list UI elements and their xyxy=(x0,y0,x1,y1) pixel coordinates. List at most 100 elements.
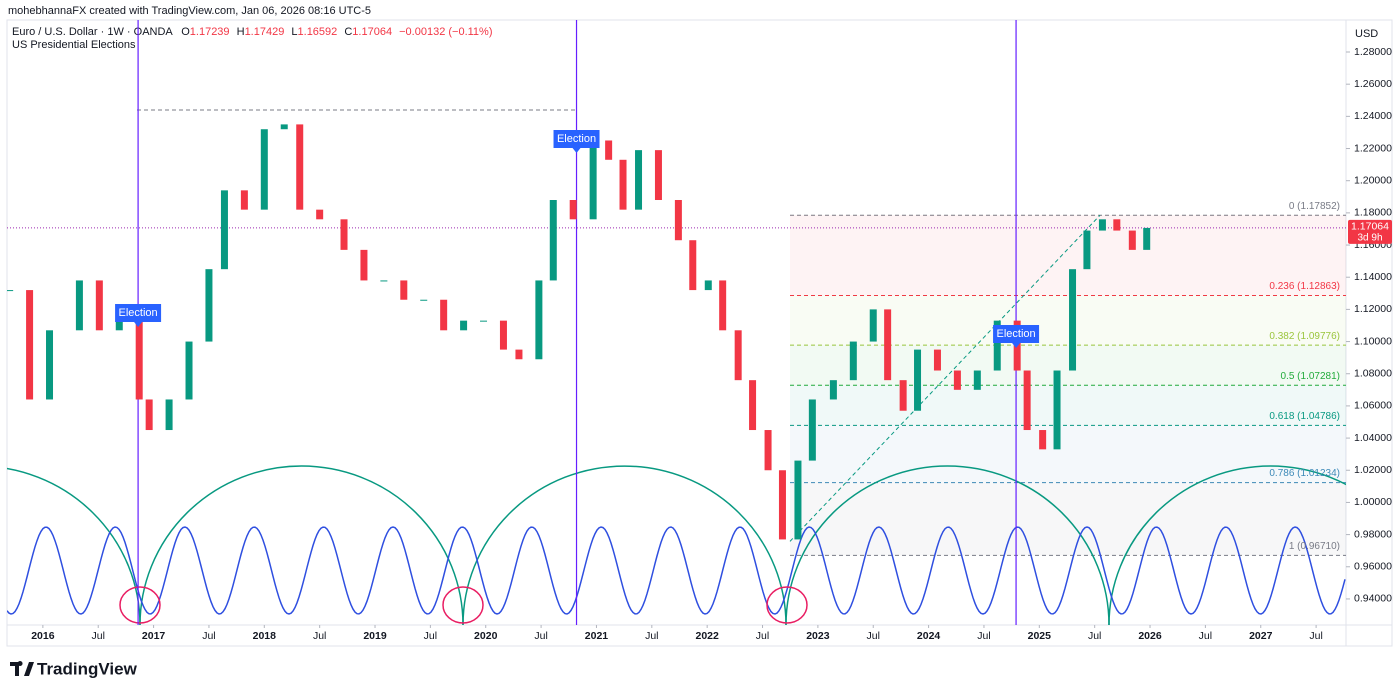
candle xyxy=(734,330,742,381)
fib-label: 0.618 (1.04786) xyxy=(1269,411,1340,422)
x-tick-label: Jul xyxy=(202,630,215,642)
candle xyxy=(380,280,388,282)
candle xyxy=(778,470,786,540)
candle xyxy=(849,341,857,381)
candle xyxy=(7,290,14,292)
candle xyxy=(749,380,757,431)
x-tick-label: Jul xyxy=(92,630,105,642)
candle xyxy=(674,200,682,241)
x-tick-label: 2016 xyxy=(31,630,55,642)
candle xyxy=(829,380,837,400)
candle xyxy=(316,209,324,220)
fib-band xyxy=(790,295,1346,346)
countdown: 3d 9h xyxy=(1357,233,1382,244)
candle xyxy=(340,219,348,250)
candle xyxy=(280,124,288,130)
y-tick-label: 1.14000 xyxy=(1354,271,1392,283)
x-tick-label: Jul xyxy=(756,630,769,642)
candle xyxy=(619,159,627,210)
ohlc-label: L xyxy=(291,26,297,38)
event-badge xyxy=(553,130,600,153)
candle xyxy=(764,430,772,471)
brand: TradingView xyxy=(37,659,138,678)
y-tick-label: 1.04000 xyxy=(1354,432,1392,444)
x-tick-label: Jul xyxy=(867,630,880,642)
candle xyxy=(1023,370,1031,431)
fib-trend xyxy=(789,214,1101,542)
candle xyxy=(1143,227,1151,250)
ohlc-value: 1.17239 xyxy=(190,26,230,38)
candle xyxy=(535,280,543,360)
cycle-arc xyxy=(7,467,141,625)
candle xyxy=(1113,219,1121,231)
x-tick-label: 2020 xyxy=(474,630,498,642)
ohlc-value: 1.17429 xyxy=(245,26,285,38)
y-tick-label: 1.24000 xyxy=(1354,110,1392,122)
y-tick-label: 1.26000 xyxy=(1354,78,1392,90)
y-tick-label: 1.12000 xyxy=(1354,303,1392,315)
candle xyxy=(420,299,428,301)
ohlc-label: C xyxy=(344,26,352,38)
fib-label: 0 (1.17852) xyxy=(1289,201,1340,212)
candle xyxy=(953,370,961,390)
x-tick-label: 2027 xyxy=(1249,630,1273,642)
candle xyxy=(360,249,368,281)
y-tick-label: 1.06000 xyxy=(1354,400,1392,412)
candle xyxy=(205,269,213,342)
candle xyxy=(914,349,922,411)
candle xyxy=(1098,219,1106,231)
x-tick-label: Jul xyxy=(977,630,990,642)
candle xyxy=(549,200,557,281)
cycle-arc xyxy=(785,465,1110,625)
candle xyxy=(26,290,34,400)
y-tick-label: 1.28000 xyxy=(1354,46,1392,58)
candle xyxy=(145,399,153,431)
candle xyxy=(993,320,1001,371)
symbol-header: Euro / U.S. Dollar · 1W · OANDA O1.17239… xyxy=(12,26,493,38)
ohlc-value: 1.16592 xyxy=(298,26,338,38)
plot-area xyxy=(7,20,1346,625)
candle xyxy=(689,240,697,291)
chart-frame xyxy=(6,19,1393,647)
x-tick-label: Jul xyxy=(1199,630,1212,642)
highlight-circle xyxy=(119,586,161,624)
candle xyxy=(973,370,981,390)
x-tick-label: 2021 xyxy=(585,630,609,642)
x-tick-label: 2017 xyxy=(142,630,166,642)
candle xyxy=(704,280,712,291)
candle xyxy=(654,150,662,201)
candle xyxy=(899,380,907,411)
footer-logo: TradingView xyxy=(10,659,138,678)
candle xyxy=(135,309,143,400)
x-tick-label: Jul xyxy=(313,630,326,642)
x-tick-label: 2026 xyxy=(1138,630,1162,642)
fib-band xyxy=(790,385,1346,426)
x-tick-label: 2022 xyxy=(695,630,719,642)
ohlc-label: O xyxy=(181,26,190,38)
x-tick-label: Jul xyxy=(1088,630,1101,642)
y-tick-label: 1.02000 xyxy=(1354,464,1392,476)
x-tick-label: Jul xyxy=(1309,630,1322,642)
y-tick-label: 1.08000 xyxy=(1354,368,1392,380)
y-tick-label: 1.18000 xyxy=(1354,207,1392,219)
candle xyxy=(808,399,816,461)
fib-label: 0.236 (1.12863) xyxy=(1269,281,1340,292)
candle xyxy=(719,280,727,331)
cycle-arc xyxy=(462,465,787,625)
x-tick-label: 2019 xyxy=(363,630,387,642)
indicator-name: US Presidential Elections xyxy=(12,39,136,51)
candle xyxy=(260,129,268,210)
x-tick-label: Jul xyxy=(645,630,658,642)
cycle-arc xyxy=(1108,465,1346,625)
price-tag xyxy=(1348,219,1392,244)
candle xyxy=(95,280,103,331)
candle xyxy=(165,399,173,431)
credit: mohebhannaFX created with TradingView.co… xyxy=(8,5,371,17)
x-tick-label: 2025 xyxy=(1028,630,1052,642)
y-tick-label: 1.22000 xyxy=(1354,142,1392,154)
y-tick-label: 0.98000 xyxy=(1354,528,1392,540)
candle xyxy=(75,280,83,331)
cycle-arc xyxy=(139,465,464,625)
candle xyxy=(499,320,507,350)
